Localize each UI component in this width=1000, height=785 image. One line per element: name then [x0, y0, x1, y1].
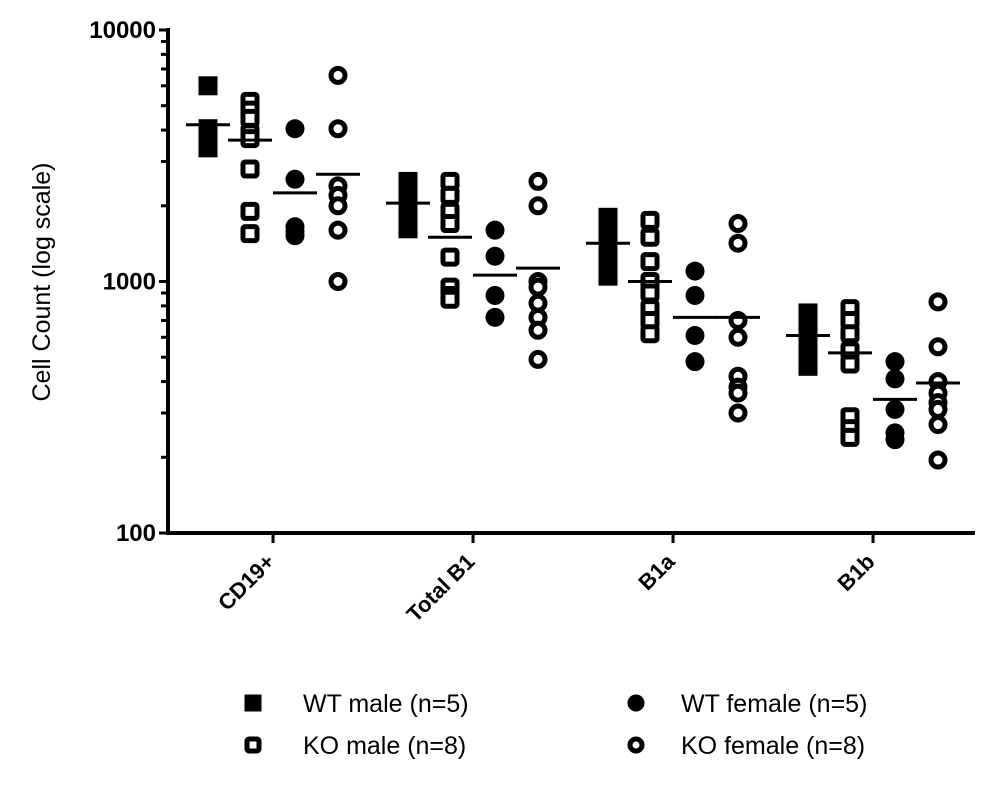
- data-point: [685, 285, 705, 305]
- data-point: [885, 399, 905, 419]
- data-point: [285, 169, 305, 189]
- data-points: [198, 65, 948, 470]
- data-point: [440, 247, 460, 267]
- data-point: [240, 201, 260, 221]
- data-point: [885, 430, 905, 450]
- data-point: [285, 226, 305, 246]
- data-point: [328, 65, 348, 85]
- data-point: [728, 327, 748, 347]
- data-point: [885, 352, 905, 372]
- y-axis: 100 1000 10000: [89, 17, 170, 547]
- data-point: [240, 159, 260, 179]
- legend-label: WT male (n=5): [303, 690, 469, 718]
- data-point: [728, 233, 748, 253]
- x-tick-label: B1a: [633, 548, 680, 595]
- data-point: [328, 272, 348, 291]
- data-point: [528, 349, 548, 369]
- data-point: [798, 356, 818, 376]
- data-point: [840, 324, 860, 344]
- data-point: [485, 220, 505, 240]
- y-tick-label: 100: [116, 520, 156, 547]
- legend-marker: [627, 736, 645, 754]
- data-point: [928, 399, 948, 419]
- data-point: [398, 219, 418, 239]
- data-point: [528, 171, 548, 191]
- data-point: [728, 214, 748, 234]
- data-point: [598, 266, 618, 286]
- data-point: [528, 196, 548, 216]
- data-point: [840, 427, 860, 447]
- data-point: [528, 320, 548, 340]
- data-point: [240, 224, 260, 244]
- data-point: [728, 403, 748, 423]
- legend-label: KO female (n=8): [681, 732, 865, 760]
- data-point: [798, 327, 818, 347]
- data-point: [685, 261, 705, 281]
- data-point: [598, 220, 618, 240]
- data-point: [440, 214, 460, 234]
- data-point: [440, 185, 460, 205]
- data-point: [640, 283, 660, 303]
- data-point: [928, 450, 948, 470]
- data-point: [640, 252, 660, 272]
- data-point: [928, 292, 948, 312]
- y-tick-label: 1000: [103, 269, 156, 296]
- data-point: [685, 352, 705, 372]
- legend-label: KO male (n=8): [303, 732, 466, 760]
- data-point: [285, 119, 305, 139]
- x-axis: CD19+ Total B1 B1a B1b: [166, 531, 975, 627]
- data-point: [198, 76, 218, 96]
- legend: WT male (n=5) KO male (n=8) WT female (n=5…: [244, 690, 867, 760]
- data-point: [485, 285, 505, 305]
- data-point: [198, 138, 218, 158]
- data-point: [640, 227, 660, 247]
- data-point: [640, 210, 660, 230]
- data-point: [440, 289, 460, 309]
- x-tick-label: Total B1: [402, 549, 480, 627]
- legend-marker: [244, 694, 262, 712]
- data-point: [728, 383, 748, 403]
- data-point: [328, 220, 348, 240]
- data-point: [328, 196, 348, 216]
- y-tick-label: 10000: [89, 17, 156, 44]
- data-point: [685, 325, 705, 345]
- data-point: [528, 277, 548, 297]
- data-point: [640, 324, 660, 344]
- mean-lines: [186, 123, 960, 401]
- data-point: [328, 119, 348, 139]
- data-point: [840, 354, 860, 374]
- data-point: [928, 415, 948, 435]
- y-axis-title: Cell Count (log scale): [28, 163, 56, 402]
- data-point: [485, 246, 505, 266]
- x-tick-label: CD19+: [213, 549, 280, 616]
- data-point: [240, 108, 260, 128]
- data-point: [928, 337, 948, 357]
- data-point: [485, 307, 505, 327]
- x-tick-label: B1b: [832, 549, 879, 596]
- data-point: [728, 310, 748, 330]
- legend-label: WT female (n=5): [681, 690, 867, 718]
- legend-marker: [627, 694, 645, 712]
- legend-marker: [244, 736, 262, 754]
- data-point: [885, 369, 905, 389]
